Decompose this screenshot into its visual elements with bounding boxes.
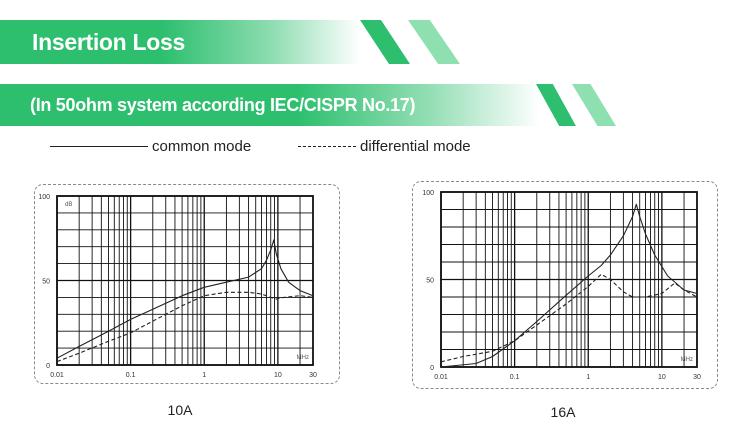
y-tick-label: 0: [46, 363, 50, 370]
y-tick-label: 50: [42, 279, 50, 286]
title-banner: Insertion Loss: [0, 20, 460, 64]
subtitle-banner-background: [0, 84, 540, 126]
y-tick-label: 50: [426, 278, 434, 285]
x-axis-unit-label: MHz: [681, 357, 693, 363]
x-tick-label: 10: [658, 374, 666, 381]
page-subtitle: (In 50ohm system according IEC/CISPR No.…: [30, 94, 416, 115]
plot-frame: [56, 195, 314, 366]
x-tick-label: 30: [693, 374, 701, 381]
title-banner-background: [0, 20, 360, 64]
y-tick-label: 100: [38, 194, 50, 201]
chart-16a-caption: 16A: [550, 404, 576, 420]
x-tick-label: 10: [274, 372, 282, 379]
legend-differential-label: differential mode: [360, 138, 471, 155]
common-mode-line: [56, 239, 314, 359]
title-stripe-2: [408, 20, 460, 64]
chart-10a-plot: 0 50 100 0.01 0.1 1 10 30 MHz dB: [38, 194, 317, 379]
x-tick-label: 0.01: [434, 374, 448, 381]
chart-16a: 0 50 100 0.01 0.1 1 10 30 MHz: [412, 181, 718, 389]
subtitle-banner: (In 50ohm system according IEC/CISPR No.…: [0, 84, 616, 126]
x-tick-label: 1: [202, 372, 206, 379]
title-stripe-1: [360, 20, 410, 64]
chart-16a-plot: 0 50 100 0.01 0.1 1 10 30 MHz: [422, 190, 701, 381]
common-mode-line: [440, 203, 698, 368]
differential-mode-line: [440, 273, 698, 363]
page-title: Insertion Loss: [32, 28, 185, 55]
subtitle-stripe-1: [536, 84, 576, 126]
legend-common-mode: common mode: [50, 138, 251, 155]
x-tick-label: 1: [586, 374, 590, 381]
differential-mode-line: [56, 291, 314, 363]
chart-10a: 0 50 100 0.01 0.1 1 10 30 MHz dB: [34, 184, 340, 384]
subtitle-stripe-2: [572, 84, 616, 126]
legend-solid-line: [50, 146, 148, 147]
legend-common-label: common mode: [152, 138, 252, 155]
legend-dashed-line: [298, 146, 356, 147]
x-tick-label: 0.01: [50, 372, 64, 379]
legend-differential-mode: differential mode: [298, 138, 471, 155]
x-axis-unit-label: MHz: [297, 355, 309, 361]
plot-frame: [440, 191, 698, 368]
y-tick-label: 100: [422, 190, 434, 197]
chart-10a-caption: 10A: [167, 402, 193, 418]
y-axis-unit-label: dB: [65, 202, 72, 208]
x-tick-label: 0.1: [126, 372, 136, 379]
x-tick-label: 30: [309, 372, 317, 379]
x-tick-label: 0.1: [510, 374, 520, 381]
y-tick-label: 0: [430, 365, 434, 372]
